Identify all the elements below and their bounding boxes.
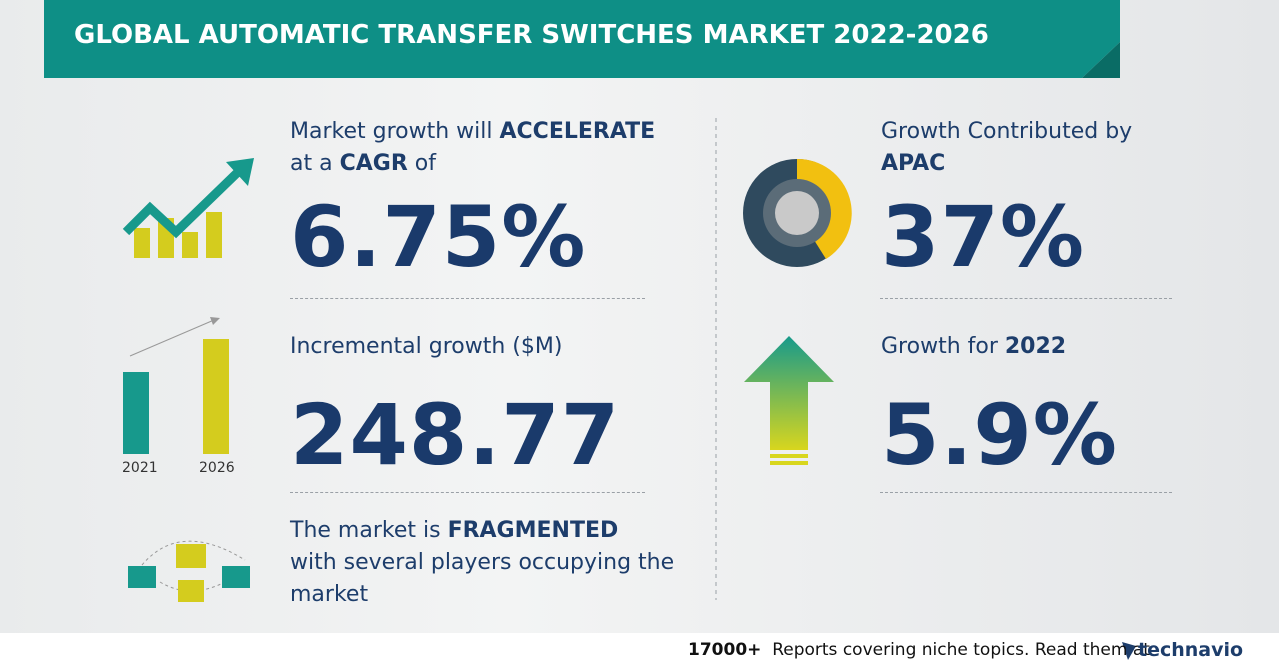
text: 2022: [1004, 334, 1067, 359]
footer-band: [0, 633, 1279, 670]
arrow-icon: [744, 336, 834, 465]
year-label: 2021: [122, 460, 158, 476]
text: Growth Contributed by: [881, 119, 1133, 144]
buildings-icon: [128, 540, 250, 602]
incremental-label: Incremental growth ($M): [290, 334, 563, 359]
yoy-value: 5.9%: [881, 386, 1118, 484]
region-label: Growth Contributed by APAC: [881, 116, 1132, 180]
cagr-value: 6.75%: [290, 188, 587, 286]
incremental-value: 248.77: [290, 386, 621, 484]
bars-icon: [123, 317, 229, 454]
text: Growth for: [881, 334, 998, 359]
text: 17000+: [688, 640, 762, 660]
separator: [880, 298, 1172, 299]
separator: [290, 298, 645, 299]
growth-icon: [122, 158, 254, 258]
text: CAGR: [339, 151, 408, 176]
structure-label: The market is FRAGMENTED with several pl…: [290, 515, 690, 611]
text: of: [414, 151, 436, 176]
brand: technavio: [1138, 639, 1244, 661]
text: at a: [290, 151, 333, 176]
text: FRAGMENTED: [447, 518, 619, 543]
text: Market growth will: [290, 119, 493, 144]
yoy-label: Growth for 2022: [881, 331, 1066, 363]
text: Reports covering niche topics. Read them…: [772, 640, 1150, 660]
header-band: [44, 0, 1120, 78]
text: The market is: [290, 518, 441, 543]
year-label: 2026: [199, 460, 235, 476]
text: with several players occupying the marke…: [290, 550, 675, 607]
title: GLOBAL AUTOMATIC TRANSFER SWITCHES MARKE…: [74, 20, 989, 50]
cagr-label: Market growth will ACCELERATE at a CAGR …: [290, 116, 655, 180]
region-value: 37%: [881, 188, 1086, 286]
text: APAC: [881, 151, 946, 176]
donut-icon: [743, 158, 852, 267]
brand-logo: [1122, 642, 1136, 660]
footer-text: 17000+ Reports covering niche topics. Re…: [688, 640, 1150, 660]
separator: [880, 492, 1172, 493]
text: ACCELERATE: [499, 119, 656, 144]
separator: [290, 492, 645, 493]
header-fold: [1082, 42, 1120, 78]
